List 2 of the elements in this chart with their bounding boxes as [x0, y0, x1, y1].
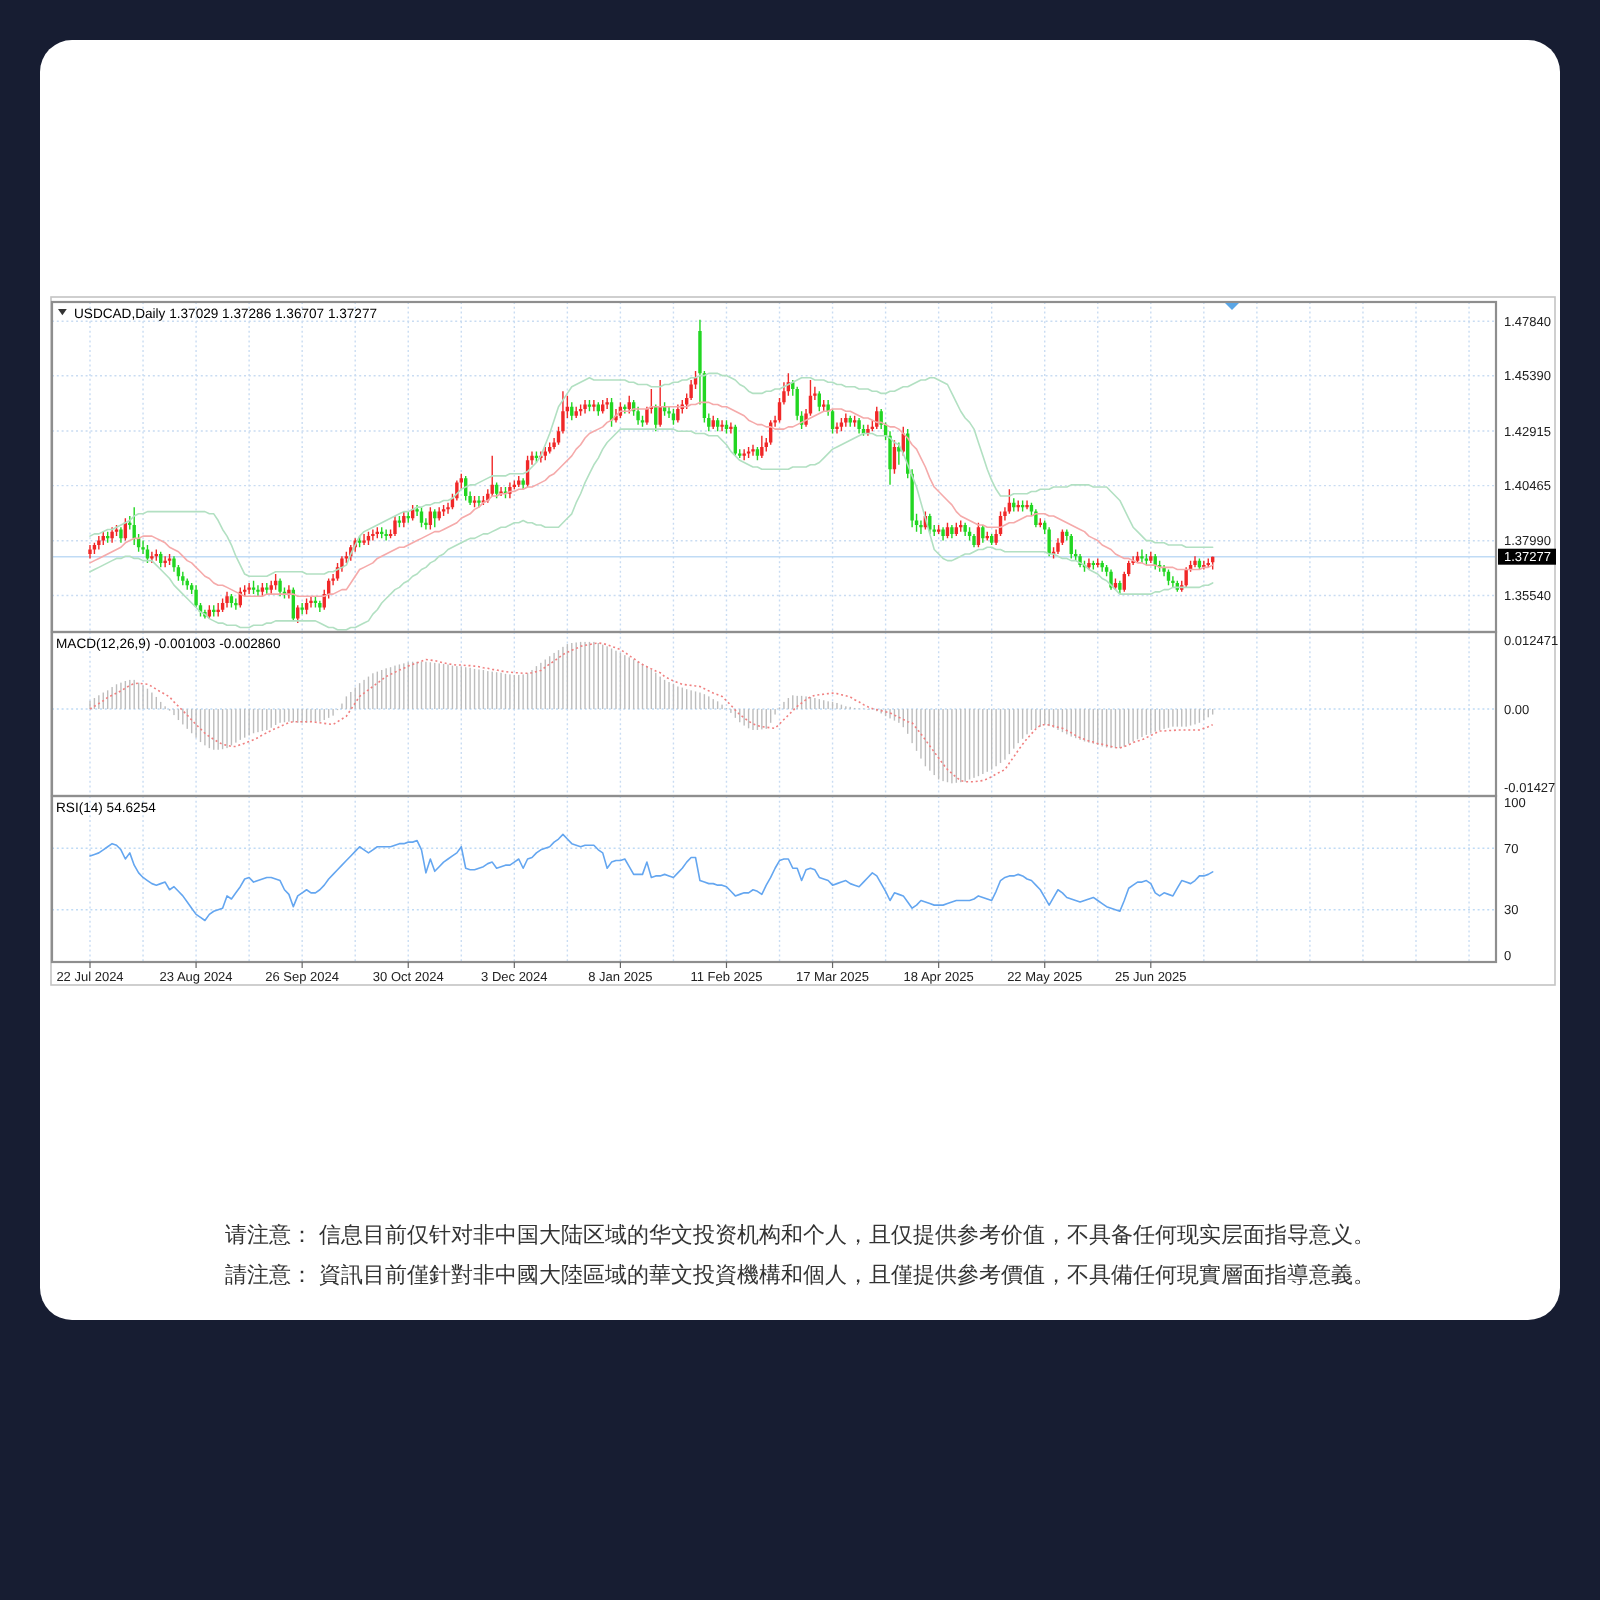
text: 请注意： 信息目前仅针对非中国大陆区域的华文投资机构和个人，且仅提供参考价值，不具备任何现实层面指导意义。 — [224, 1222, 1376, 1248]
text: 請注意： 資訊目前僅針對非中國大陸區域的華文投資機構和個人，且僅提供參考價值，不具備任何現實層面指導意義。 — [224, 1262, 1376, 1288]
